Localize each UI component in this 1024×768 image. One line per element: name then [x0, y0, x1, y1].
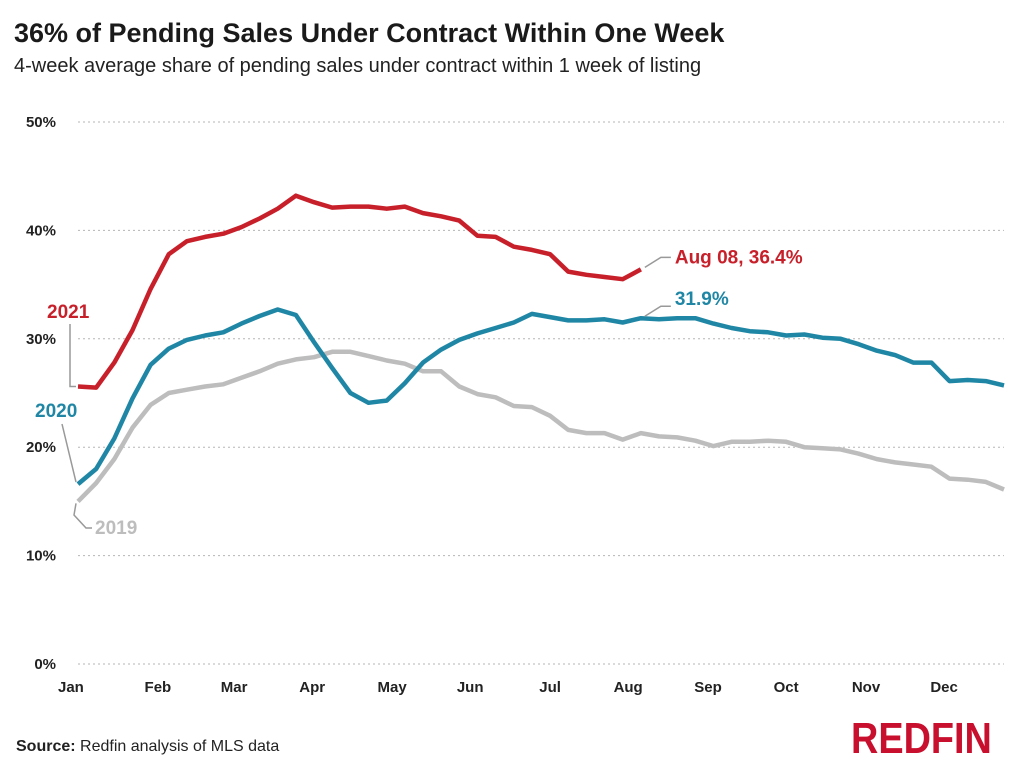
x-tick-label: Jul: [539, 679, 561, 696]
x-tick-label: Jan: [58, 679, 84, 696]
annotation-leader: [644, 305, 671, 317]
source-note: Source: Redfin analysis of MLS data: [16, 738, 279, 756]
y-tick-label: 40%: [26, 222, 56, 239]
annotation-label: 2019: [95, 518, 137, 539]
annotation-label: Aug 08, 36.4%: [675, 247, 803, 268]
source-label: Source:: [16, 738, 76, 755]
series-line-2020: [76, 307, 1005, 486]
chart-subtitle: 4-week average share of pending sales un…: [14, 55, 702, 77]
series-line-2021: [77, 193, 642, 390]
y-tick-label: 30%: [26, 331, 56, 348]
annotation-label: 31.9%: [675, 289, 729, 310]
line-chart: 0% 10% 20% 30% 40% 50% Jan Feb Mar Apr May Jun Jul A…: [26, 114, 1005, 696]
x-tick-label: Apr: [299, 679, 325, 696]
annotation-label: 2020: [35, 401, 77, 422]
y-axis-ticks: 0% 10% 20% 30% 40% 50%: [26, 114, 56, 673]
series-line-2019: [76, 349, 1005, 503]
x-tick-label: Feb: [145, 679, 172, 696]
x-tick-label: Oct: [774, 679, 799, 696]
annotation-leader: [69, 324, 76, 388]
x-tick-label: Aug: [614, 679, 643, 696]
y-tick-label: 0%: [34, 656, 56, 673]
annotation-leader: [61, 423, 77, 483]
series-lines: [76, 193, 1005, 503]
grid-lines: [78, 121, 1004, 665]
annotation-leader: [644, 256, 671, 269]
x-tick-label: Dec: [930, 679, 958, 696]
y-tick-label: 50%: [26, 114, 56, 131]
y-tick-label: 20%: [26, 439, 56, 456]
x-tick-label: Mar: [221, 679, 248, 696]
annotations: Aug 08, 36.4% 31.9% 2021 2020 2019: [35, 247, 803, 539]
x-axis-ticks: Jan Feb Mar Apr May Jun Jul Aug Sep Oct Nov Dec: [58, 679, 958, 696]
chart-title: 36% of Pending Sales Under Contract With…: [14, 18, 725, 48]
annotation-label: 2021: [47, 302, 90, 323]
redfin-logo: REDFIN: [851, 714, 992, 763]
x-tick-label: May: [378, 679, 408, 696]
x-tick-label: Nov: [852, 679, 881, 696]
annotation-leader: [73, 503, 92, 529]
source-text: Redfin analysis of MLS data: [80, 738, 280, 755]
x-tick-label: Jun: [457, 679, 484, 696]
y-tick-label: 10%: [26, 548, 56, 565]
x-tick-label: Sep: [694, 679, 722, 696]
